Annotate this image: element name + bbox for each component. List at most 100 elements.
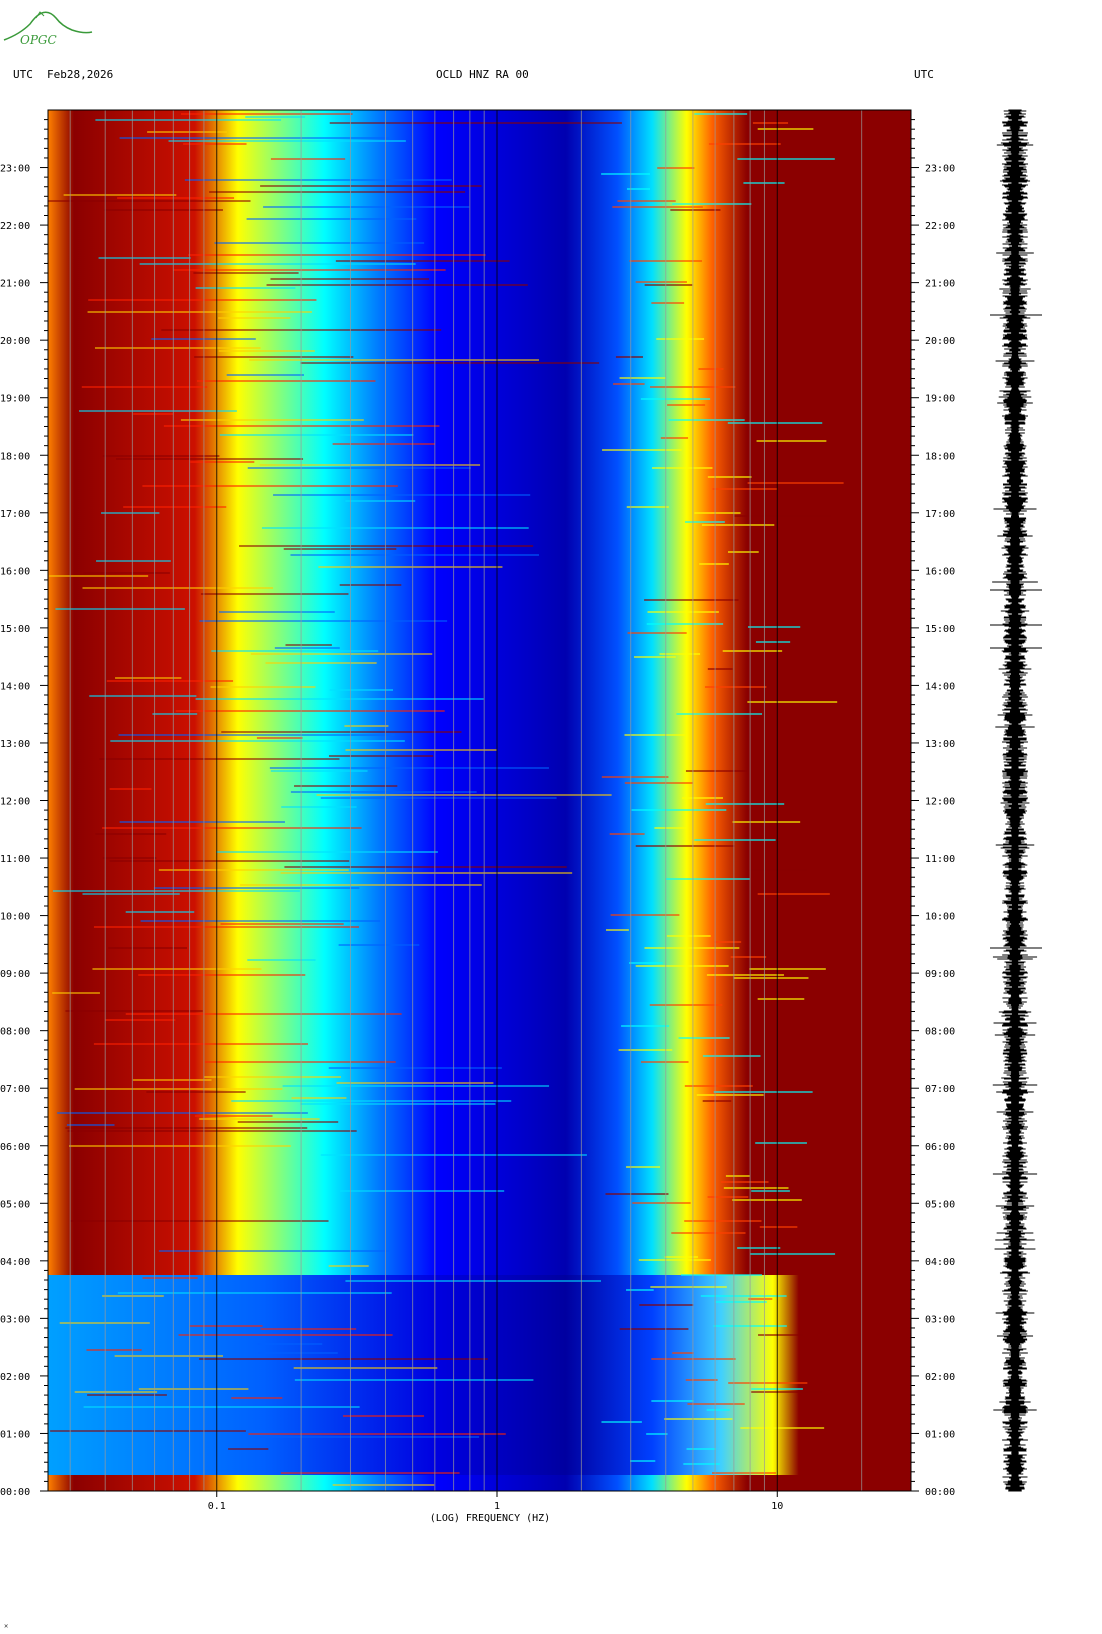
- texture-stripe: [665, 878, 750, 880]
- seismogram-trace: [990, 109, 1042, 1492]
- texture-stripe: [294, 1379, 534, 1381]
- texture-stripe: [81, 386, 208, 388]
- texture-stripe: [194, 1115, 273, 1117]
- y-tick-label-left: 01:00: [0, 1429, 30, 1440]
- texture-stripe: [712, 1472, 776, 1474]
- texture-stripe: [702, 1055, 761, 1057]
- texture-stripe: [707, 476, 752, 478]
- y-tick-label-right: 21:00: [925, 279, 955, 290]
- texture-stripe: [117, 1292, 392, 1294]
- texture-stripe: [133, 413, 174, 415]
- texture-stripe: [646, 1433, 668, 1435]
- texture-stripe: [95, 833, 167, 835]
- texture-stripe: [200, 593, 349, 595]
- texture-stripe: [260, 1436, 480, 1438]
- texture-stripe: [239, 545, 534, 547]
- texture-stripe: [83, 1406, 360, 1408]
- texture-stripe: [339, 584, 402, 586]
- texture-stripe: [101, 512, 160, 514]
- y-tick-label-left: 00:00: [0, 1487, 30, 1498]
- texture-stripe: [269, 767, 549, 769]
- texture-stripe: [702, 1100, 732, 1102]
- texture-stripe: [95, 119, 282, 121]
- texture-stripe: [345, 1280, 601, 1282]
- texture-stripe: [706, 974, 784, 976]
- texture-stripe: [647, 611, 719, 613]
- spectrogram-quiet-band: [48, 1275, 911, 1475]
- texture-stripe: [300, 362, 600, 364]
- texture-stripe: [678, 1037, 730, 1039]
- texture-stripe: [750, 1253, 836, 1255]
- texture-stripe: [108, 947, 188, 949]
- texture-stripe: [706, 1409, 730, 1411]
- texture-stripe: [260, 1328, 357, 1330]
- texture-stripe: [644, 599, 739, 601]
- texture-stripe: [257, 1343, 323, 1345]
- texture-stripe: [660, 437, 689, 439]
- texture-stripe: [123, 506, 227, 508]
- texture-stripe: [109, 860, 350, 862]
- texture-stripe: [646, 623, 724, 625]
- texture-stripe: [105, 1019, 176, 1021]
- texture-stripe: [329, 689, 394, 691]
- texture-stripe: [609, 833, 645, 835]
- texture-stripe: [613, 383, 645, 385]
- texture-stripe: [147, 131, 228, 133]
- y-tick-label-left: 16:00: [0, 566, 30, 577]
- texture-stripe: [733, 977, 809, 979]
- texture-stripe: [755, 1142, 807, 1144]
- texture-stripe: [209, 191, 466, 193]
- texture-stripe: [283, 548, 397, 550]
- texture-stripe: [705, 803, 785, 805]
- texture-stripe: [48, 200, 251, 202]
- texture-stripe: [158, 1250, 390, 1252]
- texture-stripe: [290, 791, 477, 793]
- texture-stripe: [270, 770, 368, 772]
- texture-stripe: [619, 1328, 689, 1330]
- y-tick-label-left: 20:00: [0, 336, 30, 347]
- texture-stripe: [273, 494, 531, 496]
- texture-stripe: [651, 1400, 694, 1402]
- texture-stripe: [211, 650, 379, 652]
- y-tick-label-right: 18:00: [925, 451, 955, 462]
- texture-stripe: [612, 206, 703, 208]
- texture-stripe: [231, 1397, 283, 1399]
- texture-stripe: [629, 962, 663, 964]
- texture-stripe: [734, 515, 831, 517]
- texture-stripe: [93, 926, 359, 928]
- texture-stripe: [748, 1298, 773, 1300]
- texture-stripe: [686, 1448, 717, 1450]
- texture-stripe: [694, 839, 776, 841]
- texture-stripe: [78, 410, 237, 412]
- texture-stripe: [194, 356, 354, 358]
- texture-stripe: [63, 194, 177, 196]
- texture-stripe: [280, 872, 573, 874]
- texture-stripe: [344, 725, 389, 727]
- texture-stripe: [316, 794, 612, 796]
- texture-stripe: [285, 644, 332, 646]
- texture-stripe: [732, 1199, 802, 1201]
- texture-stripe: [601, 776, 669, 778]
- texture-stripe: [115, 677, 182, 679]
- texture-stripe: [714, 941, 742, 943]
- texture-stripe: [199, 1118, 320, 1120]
- texture-stripe: [634, 656, 676, 658]
- texture-stripe: [125, 1013, 402, 1015]
- texture-stripe: [284, 866, 567, 868]
- texture-stripe: [751, 1190, 790, 1192]
- y-tick-label-left: 11:00: [0, 854, 30, 865]
- x-tick-label: 1: [494, 1501, 500, 1512]
- texture-stripe: [114, 1355, 224, 1357]
- y-tick-label-right: 22:00: [925, 221, 955, 232]
- y-tick-label-right: 11:00: [925, 854, 955, 865]
- spectrogram-image: [48, 110, 911, 1491]
- texture-stripe: [732, 821, 801, 823]
- texture-stripe: [250, 653, 433, 655]
- texture-stripe: [218, 317, 291, 319]
- y-tick-label-left: 15:00: [0, 624, 30, 635]
- texture-stripe: [94, 347, 261, 349]
- logo-text: OPGC: [20, 33, 57, 44]
- texture-stripe: [260, 185, 482, 187]
- texture-stripe: [684, 521, 725, 523]
- texture-stripe: [728, 1382, 808, 1384]
